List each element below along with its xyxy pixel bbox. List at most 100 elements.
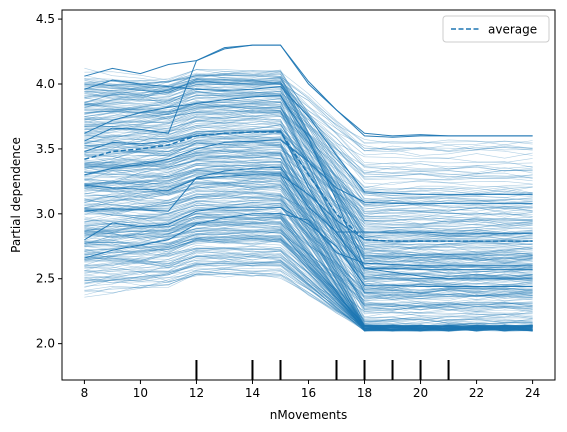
ice-line-highlight	[84, 130, 533, 271]
ice-line	[84, 236, 533, 331]
ice-line	[84, 173, 533, 332]
ice-line	[84, 164, 533, 259]
ice-line	[84, 149, 533, 274]
ice-line	[84, 73, 533, 258]
ice-line	[84, 81, 533, 222]
ice-line	[84, 141, 533, 308]
ice-line	[84, 263, 533, 332]
ice-line	[84, 234, 533, 331]
ice-line	[84, 105, 533, 251]
ice-line	[84, 191, 533, 253]
ice-line	[84, 101, 533, 163]
ice-line	[84, 129, 533, 219]
ice-line	[84, 235, 533, 326]
ice-line-highlight	[84, 206, 533, 287]
ice-line	[84, 269, 533, 332]
ice-line	[84, 195, 533, 269]
ice-line	[84, 79, 533, 237]
decile-rug-group	[195, 360, 450, 380]
ice-line	[84, 233, 533, 330]
ice-line	[84, 209, 533, 331]
ice-line	[84, 101, 533, 294]
ice-line	[84, 88, 533, 221]
ice-line	[84, 221, 533, 318]
ice-line	[84, 228, 533, 332]
ice-line	[84, 192, 533, 324]
ice-line	[84, 216, 533, 331]
ice-line	[84, 83, 533, 253]
ice-line	[84, 231, 533, 332]
ice-line	[84, 109, 533, 284]
x-tick-label: 20	[413, 386, 428, 400]
ice-line	[84, 221, 533, 332]
y-tick-label: 3.0	[36, 207, 55, 221]
y-axis: 2.0 2.5 3.0 3.5 4.0 4.5	[36, 12, 62, 351]
ice-line	[84, 140, 533, 263]
ice-line	[84, 199, 533, 280]
ice-line	[84, 207, 533, 279]
ice-line	[84, 84, 533, 262]
ice-line	[84, 239, 533, 332]
ice-line	[84, 213, 533, 332]
ice-line	[84, 212, 533, 332]
ice-line	[84, 252, 533, 331]
ice-line	[84, 202, 533, 326]
ice-line	[84, 179, 533, 332]
ice-line	[84, 176, 533, 247]
ice-line	[84, 268, 533, 331]
highlighted-lines-group	[84, 44, 533, 287]
ice-line	[84, 234, 533, 332]
ice-line	[84, 212, 533, 332]
ice-line	[84, 202, 533, 310]
ice-line	[84, 92, 533, 250]
ice-line	[84, 111, 533, 179]
ice-line	[84, 160, 533, 230]
ice-line	[84, 78, 533, 246]
ice-line	[84, 82, 533, 156]
ice-line	[84, 108, 533, 174]
ice-line	[84, 160, 533, 323]
ice-line-highlight	[84, 79, 533, 195]
ice-line	[84, 239, 533, 332]
ice-line	[84, 230, 533, 329]
ice-line	[84, 271, 533, 331]
ice-line	[84, 168, 533, 291]
ice-line	[84, 212, 533, 300]
ice-line	[84, 95, 533, 264]
y-tick-label: 4.5	[36, 12, 55, 26]
ice-line	[84, 261, 533, 332]
ice-line	[84, 87, 533, 152]
ice-line	[84, 249, 533, 332]
ice-line	[84, 190, 533, 303]
ice-line	[84, 263, 533, 331]
ice-line	[84, 229, 533, 307]
ice-line	[84, 220, 533, 331]
y-axis-label: Partial dependence	[9, 137, 23, 253]
ice-line	[84, 253, 533, 331]
ice-line	[84, 273, 533, 332]
ice-line-highlight	[84, 166, 533, 234]
ice-line	[84, 192, 533, 255]
ice-line	[84, 258, 533, 331]
ice-line	[84, 69, 533, 217]
ice-line	[84, 215, 533, 294]
ice-line	[84, 154, 533, 332]
ice-line	[84, 184, 533, 332]
ice-line	[84, 261, 533, 332]
ice-line	[84, 106, 533, 259]
ice-line	[84, 236, 533, 331]
ice-line	[84, 154, 533, 239]
ice-line	[84, 91, 533, 240]
ice-line	[84, 199, 533, 312]
ice-line	[84, 230, 533, 324]
ice-line	[84, 161, 533, 332]
ice-line	[84, 273, 533, 332]
ice-line	[84, 116, 533, 206]
ice-line	[84, 98, 533, 179]
ice-line	[84, 105, 533, 275]
ice-line	[84, 94, 533, 235]
ice-line	[84, 71, 533, 199]
ice-line	[84, 204, 533, 331]
ice-line	[84, 144, 533, 331]
